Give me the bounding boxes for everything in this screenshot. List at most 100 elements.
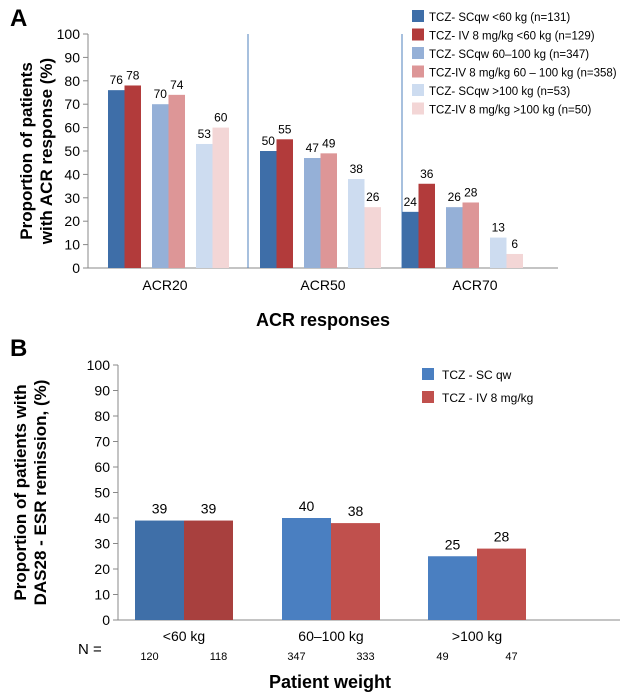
- legend-entry: TCZ- SCqw <60 kg (n=131): [429, 12, 570, 24]
- x-axis-label: Patient weight: [269, 672, 391, 692]
- n-value: 333: [356, 651, 374, 663]
- y-tick-label: 80: [94, 408, 110, 424]
- legend-entry: TCZ - SC qw: [442, 368, 512, 382]
- data-label: 40: [299, 498, 315, 514]
- y-tick-label: 100: [57, 26, 81, 42]
- data-label: 49: [322, 136, 336, 150]
- data-label: 26: [366, 190, 380, 204]
- data-label: 39: [152, 501, 168, 517]
- data-label: 55: [278, 122, 292, 136]
- data-label: 78: [126, 68, 140, 82]
- bar: [196, 143, 213, 268]
- y-tick-label: 30: [64, 190, 80, 206]
- bar: [276, 139, 293, 268]
- data-label: 38: [350, 162, 364, 176]
- y-tick-label: 20: [64, 213, 80, 229]
- data-label: 36: [420, 167, 434, 181]
- y-axis-label: Proportion of patientswith ACR response …: [17, 58, 56, 245]
- y-tick-label: 100: [87, 357, 111, 373]
- y-tick-label: 50: [94, 485, 110, 501]
- data-label: 28: [494, 529, 510, 545]
- y-tick-label: 70: [94, 434, 110, 450]
- legend-swatch: [412, 28, 424, 41]
- bar: [348, 179, 365, 268]
- legend-swatch: [412, 47, 424, 59]
- data-label: 60: [214, 111, 228, 125]
- bar: [282, 518, 331, 620]
- bar: [320, 153, 337, 268]
- x-tick-label: >100 kg: [452, 628, 502, 644]
- n-value: 118: [210, 651, 228, 663]
- legend-swatch: [412, 10, 424, 22]
- n-value: 49: [436, 651, 448, 663]
- data-label: 26: [448, 190, 462, 204]
- bar: [446, 207, 463, 268]
- data-label: 47: [306, 141, 320, 155]
- y-tick-label: 90: [64, 49, 80, 65]
- y-axis-label: Proportion of patients withDAS28 - ESR r…: [11, 380, 50, 606]
- bar: [418, 183, 435, 268]
- bar: [152, 104, 169, 268]
- y-tick-label: 40: [64, 166, 80, 182]
- legend-swatch: [412, 65, 424, 78]
- legend-entry: TCZ- IV 8 mg/kg <60 kg (n=129): [429, 31, 595, 43]
- y-tick-label: 70: [64, 96, 80, 112]
- data-label: 50: [262, 134, 276, 148]
- legend-swatch: [422, 391, 434, 403]
- bar: [260, 151, 277, 268]
- y-tick-label: 80: [64, 73, 80, 89]
- y-axis-label-line: with ACR response (%): [37, 58, 56, 245]
- y-tick-label: 50: [64, 143, 80, 159]
- y-tick-label: 0: [72, 260, 80, 276]
- data-label: 28: [464, 185, 478, 199]
- y-tick-label: 10: [64, 237, 80, 253]
- x-tick-label: <60 kg: [163, 628, 205, 644]
- bar: [184, 520, 233, 620]
- y-tick-label: 60: [64, 120, 80, 136]
- bar: [331, 523, 380, 620]
- y-axis-label-line: Proportion of patients: [17, 62, 36, 240]
- data-label: 38: [348, 503, 364, 519]
- bar: [506, 253, 523, 268]
- n-value: 120: [140, 651, 158, 663]
- n-value: 47: [505, 651, 517, 663]
- bar: [168, 94, 185, 268]
- bar: [477, 548, 526, 620]
- data-label: 74: [170, 78, 184, 92]
- y-tick-label: 30: [94, 536, 110, 552]
- n-label: N =: [78, 641, 102, 658]
- legend-entry: TCZ- SCqw >100 kg (n=53): [429, 86, 570, 98]
- legend-swatch: [412, 102, 424, 115]
- y-tick-label: 20: [94, 561, 110, 577]
- x-tick-label: 60–100 kg: [298, 628, 363, 644]
- panel-label: A: [10, 5, 27, 32]
- data-label: 6: [511, 237, 518, 251]
- bar: [462, 202, 479, 268]
- panel-label: B: [10, 335, 27, 362]
- legend-entry: TCZ-IV 8 mg/kg >100 kg (n=50): [429, 105, 592, 117]
- x-axis-label: ACR responses: [256, 310, 390, 330]
- y-tick-label: 40: [94, 510, 110, 526]
- bar: [108, 90, 125, 268]
- legend-swatch: [422, 368, 434, 380]
- legend-entry: TCZ - IV 8 mg/kg: [442, 391, 533, 405]
- y-tick-label: 90: [94, 383, 110, 399]
- y-axis-label-line: DAS28 - ESR remission, (%): [31, 380, 50, 606]
- bar: [304, 158, 321, 268]
- n-value: 347: [287, 651, 305, 663]
- data-label: 24: [404, 195, 418, 209]
- bar: [124, 85, 141, 268]
- x-tick-label: ACR70: [452, 277, 497, 293]
- data-label: 13: [492, 221, 506, 235]
- bar: [402, 211, 419, 268]
- y-axis-label-line: Proportion of patients with: [11, 384, 30, 600]
- data-label: 53: [198, 127, 212, 141]
- bar: [364, 207, 381, 268]
- legend-swatch: [412, 84, 424, 96]
- legend-entry: TCZ-IV 8 mg/kg 60 – 100 kg (n=358): [429, 68, 617, 80]
- bar: [490, 237, 507, 268]
- legend-entry: TCZ- SCqw 60–100 kg (n=347): [429, 49, 589, 61]
- bar: [212, 127, 229, 268]
